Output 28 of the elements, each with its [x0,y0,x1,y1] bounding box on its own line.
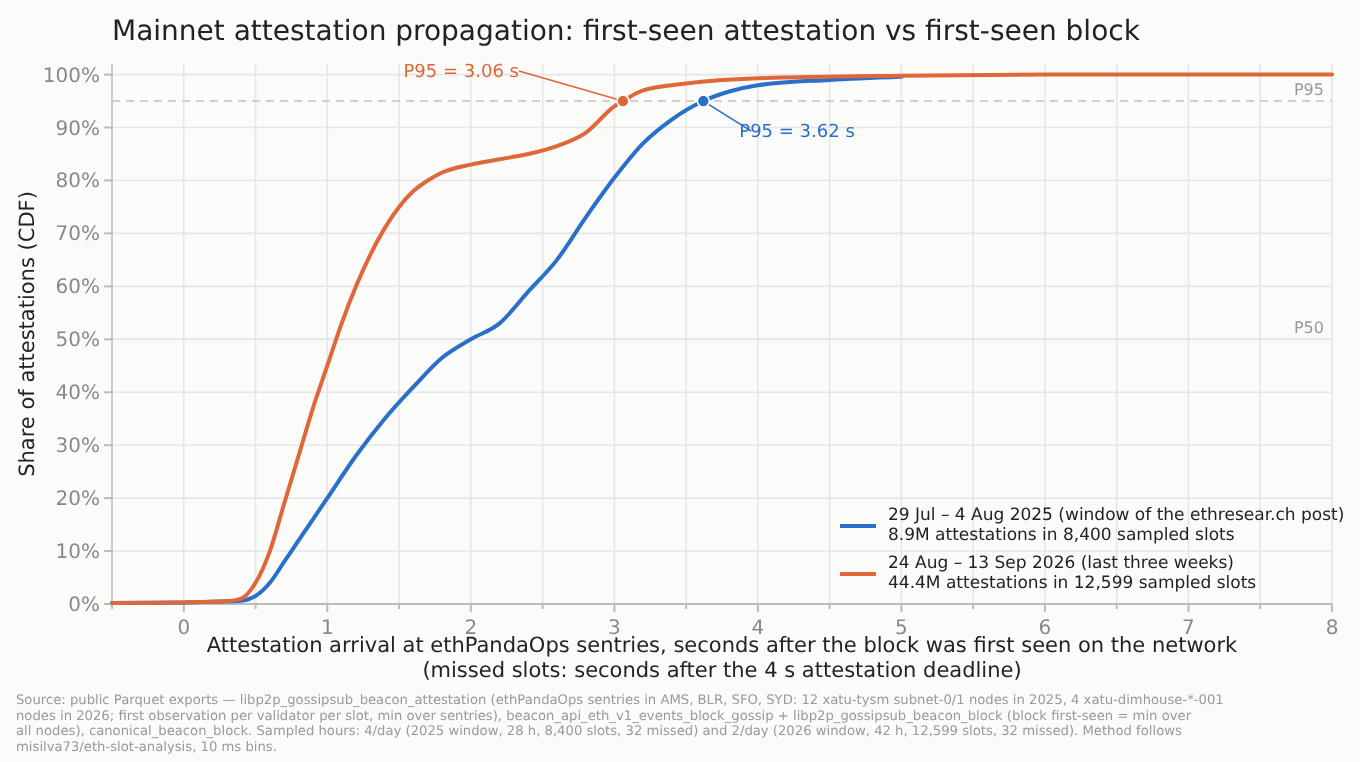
x-tick-label: 5 [895,618,908,640]
annotation: P95 = 3.06 s [403,63,520,84]
y-tick-label: 0% [68,595,100,617]
y-tick-label: 30% [55,436,100,459]
ref-line-label: P95 [1293,81,1324,100]
x-axis-title: Attestation arrival at ethPandaOps sentries, seconds after the block was first seen on the network (missed slots: seconds after the 4 s attestation deadline) [206,634,1240,683]
x-tick-label: 7 [1182,618,1195,640]
y-tick-label: 90% [55,118,100,141]
y-tick-label: 80% [55,171,100,194]
ref-line-label: P50 [1293,319,1324,338]
x-tick-label: 4 [751,618,765,640]
y-tick-label: 60% [55,277,100,300]
x-tick-label: 8 [1325,618,1339,640]
y-axis-title: Share of attestations (CDF) [16,191,40,477]
x-tick-label: 0 [177,618,191,640]
legend-label: 24 Aug – 13 Sep 2026 (last three weeks) 44.4M attestations in 12,599 sampled slots [888,554,1258,594]
y-tick-label: 70% [55,224,100,247]
x-tick-label: 3 [607,618,621,640]
x-tick-label: 6 [1038,618,1052,640]
y-tick-label: 10% [55,542,100,565]
y-tick-label: 20% [55,489,100,512]
y-tick-label: 40% [55,383,100,406]
legend-label: 29 Jul – 4 Aug 2025 (window of the ethresear.ch post) 8.9M attestations in 8,400 sampled slots [888,506,1345,546]
y-tick-label: 100% [42,65,100,88]
x-tick-label: 1 [320,618,334,640]
annotation: P95 = 3.62 s [739,123,856,144]
chart-title: Mainnet attestation propagation: first-seen attestation vs first-seen block [112,16,1142,48]
y-tick-label: 50% [55,330,100,353]
